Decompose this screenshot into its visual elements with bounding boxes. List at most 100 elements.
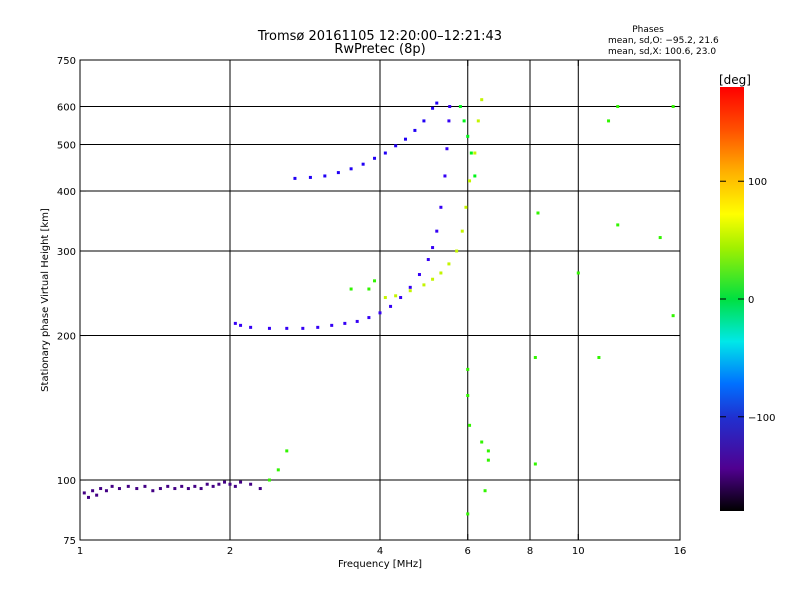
data-point bbox=[616, 105, 620, 109]
data-point bbox=[151, 489, 155, 493]
data-point bbox=[104, 489, 108, 493]
data-point bbox=[285, 326, 289, 330]
data-point bbox=[308, 175, 312, 179]
data-point bbox=[82, 491, 86, 495]
data-point bbox=[473, 151, 477, 155]
y-tick-label: 100 bbox=[57, 476, 76, 487]
data-point bbox=[466, 367, 470, 371]
data-point bbox=[422, 283, 426, 287]
data-point bbox=[199, 487, 203, 491]
data-point bbox=[110, 484, 114, 488]
colorbar-tick-label: −100 bbox=[748, 413, 775, 424]
data-point bbox=[205, 482, 209, 486]
data-point bbox=[117, 487, 121, 491]
data-point bbox=[468, 423, 472, 427]
data-point bbox=[86, 495, 90, 499]
data-point bbox=[533, 355, 537, 359]
data-point bbox=[373, 156, 377, 160]
data-point bbox=[533, 462, 537, 466]
data-point bbox=[336, 171, 340, 175]
data-point bbox=[99, 487, 103, 491]
y-tick-label: 400 bbox=[57, 187, 76, 198]
data-point bbox=[180, 484, 184, 488]
colorbar-tick-label: 100 bbox=[748, 177, 767, 188]
data-point bbox=[671, 105, 675, 109]
data-point bbox=[483, 489, 487, 493]
data-point bbox=[217, 482, 221, 486]
axis-ticks: 1 2 4 6 8 10 16 75 100 200 300 400 500 600 750 bbox=[57, 56, 686, 557]
data-point bbox=[349, 287, 353, 291]
data-point bbox=[239, 480, 243, 484]
data-point bbox=[373, 279, 377, 283]
data-point bbox=[399, 296, 403, 300]
data-point bbox=[343, 321, 347, 325]
chart-title: Tromsø 20161105 12:20:00–12:21:43 bbox=[257, 29, 502, 44]
chart-subtitle: RwPretec (8p) bbox=[334, 42, 425, 57]
data-point bbox=[233, 484, 237, 488]
data-point bbox=[447, 119, 451, 123]
data-point bbox=[439, 205, 443, 209]
data-point bbox=[431, 106, 435, 110]
data-point bbox=[389, 304, 393, 308]
data-point bbox=[468, 179, 472, 183]
data-point bbox=[126, 484, 130, 488]
y-tick-label: 750 bbox=[57, 56, 76, 67]
legend-line-x: mean, sd,X: 100.6, 23.0 bbox=[608, 47, 716, 57]
data-point bbox=[394, 294, 398, 298]
data-point bbox=[228, 482, 232, 486]
data-point bbox=[536, 211, 540, 215]
x-tick-label: 6 bbox=[465, 546, 471, 557]
data-point bbox=[367, 316, 371, 320]
colorbar-tick-label: 0 bbox=[748, 295, 754, 306]
data-point bbox=[426, 258, 430, 262]
x-axis-label: Frequency [MHz] bbox=[338, 559, 422, 570]
data-point bbox=[91, 489, 95, 493]
data-point bbox=[267, 326, 271, 330]
data-point bbox=[408, 285, 412, 289]
data-point bbox=[316, 325, 320, 329]
data-point bbox=[455, 249, 459, 253]
data-point bbox=[394, 144, 398, 148]
data-point bbox=[466, 512, 470, 516]
data-point bbox=[211, 484, 215, 488]
y-tick-label: 500 bbox=[57, 141, 76, 152]
data-points bbox=[82, 98, 675, 516]
gridlines bbox=[80, 60, 680, 540]
data-point bbox=[383, 151, 387, 155]
data-point bbox=[431, 246, 435, 250]
data-point bbox=[293, 176, 297, 180]
data-point bbox=[413, 128, 417, 132]
data-point bbox=[367, 287, 371, 291]
data-point bbox=[361, 162, 365, 166]
colorbar-label: [deg] bbox=[719, 73, 751, 87]
data-point bbox=[422, 119, 426, 123]
data-point bbox=[480, 98, 484, 102]
data-point bbox=[473, 174, 477, 178]
x-tick-label: 1 bbox=[77, 546, 83, 557]
y-axis-label: Stationary phase Virtual Height [km] bbox=[40, 208, 51, 392]
x-tick-label: 8 bbox=[527, 546, 533, 557]
data-point bbox=[166, 484, 170, 488]
data-point bbox=[349, 167, 353, 171]
data-point bbox=[186, 487, 190, 491]
data-point bbox=[135, 487, 139, 491]
y-tick-label: 75 bbox=[63, 536, 76, 547]
data-point bbox=[466, 394, 470, 398]
y-tick-label: 300 bbox=[57, 247, 76, 258]
colorbar-ticks: 100 0 −100 bbox=[720, 177, 775, 424]
data-point bbox=[439, 271, 443, 275]
data-point bbox=[435, 229, 439, 233]
data-point bbox=[249, 482, 253, 486]
data-point bbox=[249, 325, 253, 329]
data-point bbox=[671, 314, 675, 318]
y-tick-label: 200 bbox=[57, 332, 76, 343]
data-point bbox=[486, 458, 490, 462]
data-point bbox=[431, 277, 435, 281]
data-point bbox=[469, 151, 473, 155]
data-point bbox=[285, 449, 289, 453]
data-point bbox=[95, 493, 99, 497]
data-point bbox=[658, 236, 662, 240]
data-point bbox=[597, 355, 601, 359]
data-point bbox=[258, 487, 262, 491]
